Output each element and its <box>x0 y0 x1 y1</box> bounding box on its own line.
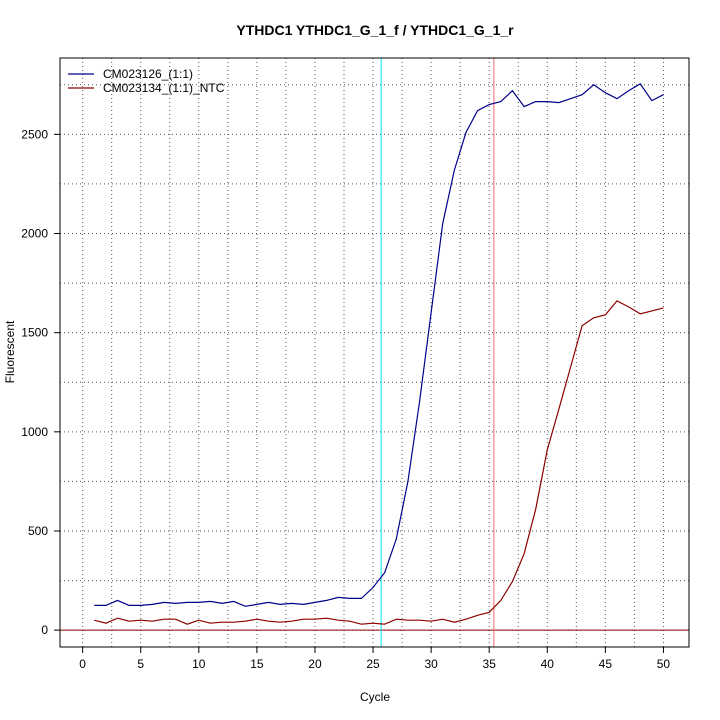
x-tick-label: 40 <box>541 657 555 671</box>
plot-frame <box>59 57 690 648</box>
series-line-1 <box>94 82 664 607</box>
x-tick-label: 30 <box>424 657 438 671</box>
x-tick-label: 15 <box>250 657 264 671</box>
y-tick-label: 1000 <box>21 425 48 439</box>
x-tick-label: 35 <box>483 657 497 671</box>
x-axis: 0 5 10 15 20 25 30 35 40 45 50 <box>79 647 670 671</box>
x-axis-label: Cycle <box>360 690 390 704</box>
x-tick-label: 0 <box>79 657 86 671</box>
chart-title: YTHDC1 YTHDC1_G_1_f / YTHDC1_G_1_r <box>236 22 514 38</box>
y-tick-label: 2500 <box>21 127 48 141</box>
x-tick-label: 50 <box>657 657 671 671</box>
y-tick-label: 500 <box>28 524 48 538</box>
legend: CM023126_(1:1)CM023134_(1:1)_NTC <box>68 67 225 95</box>
x-tick-label: 10 <box>192 657 206 671</box>
series-line-2 <box>94 300 664 625</box>
x-tick-label: 20 <box>308 657 322 671</box>
y-axis-label: Fluorescent <box>3 320 17 383</box>
grid-lines <box>60 58 689 647</box>
legend-label-2: CM023134_(1:1)_NTC <box>103 81 225 95</box>
y-tick-label: 0 <box>41 623 48 637</box>
legend-label-1: CM023126_(1:1) <box>103 67 193 81</box>
x-tick-label: 45 <box>599 657 613 671</box>
x-tick-label: 5 <box>137 657 144 671</box>
y-tick-label: 2000 <box>21 227 48 241</box>
y-tick-label: 1500 <box>21 326 48 340</box>
y-axis: 0 500 1000 1500 2000 2500 <box>21 127 60 637</box>
x-tick-label: 25 <box>366 657 380 671</box>
reference-lines <box>60 58 689 647</box>
data-series <box>94 82 664 625</box>
